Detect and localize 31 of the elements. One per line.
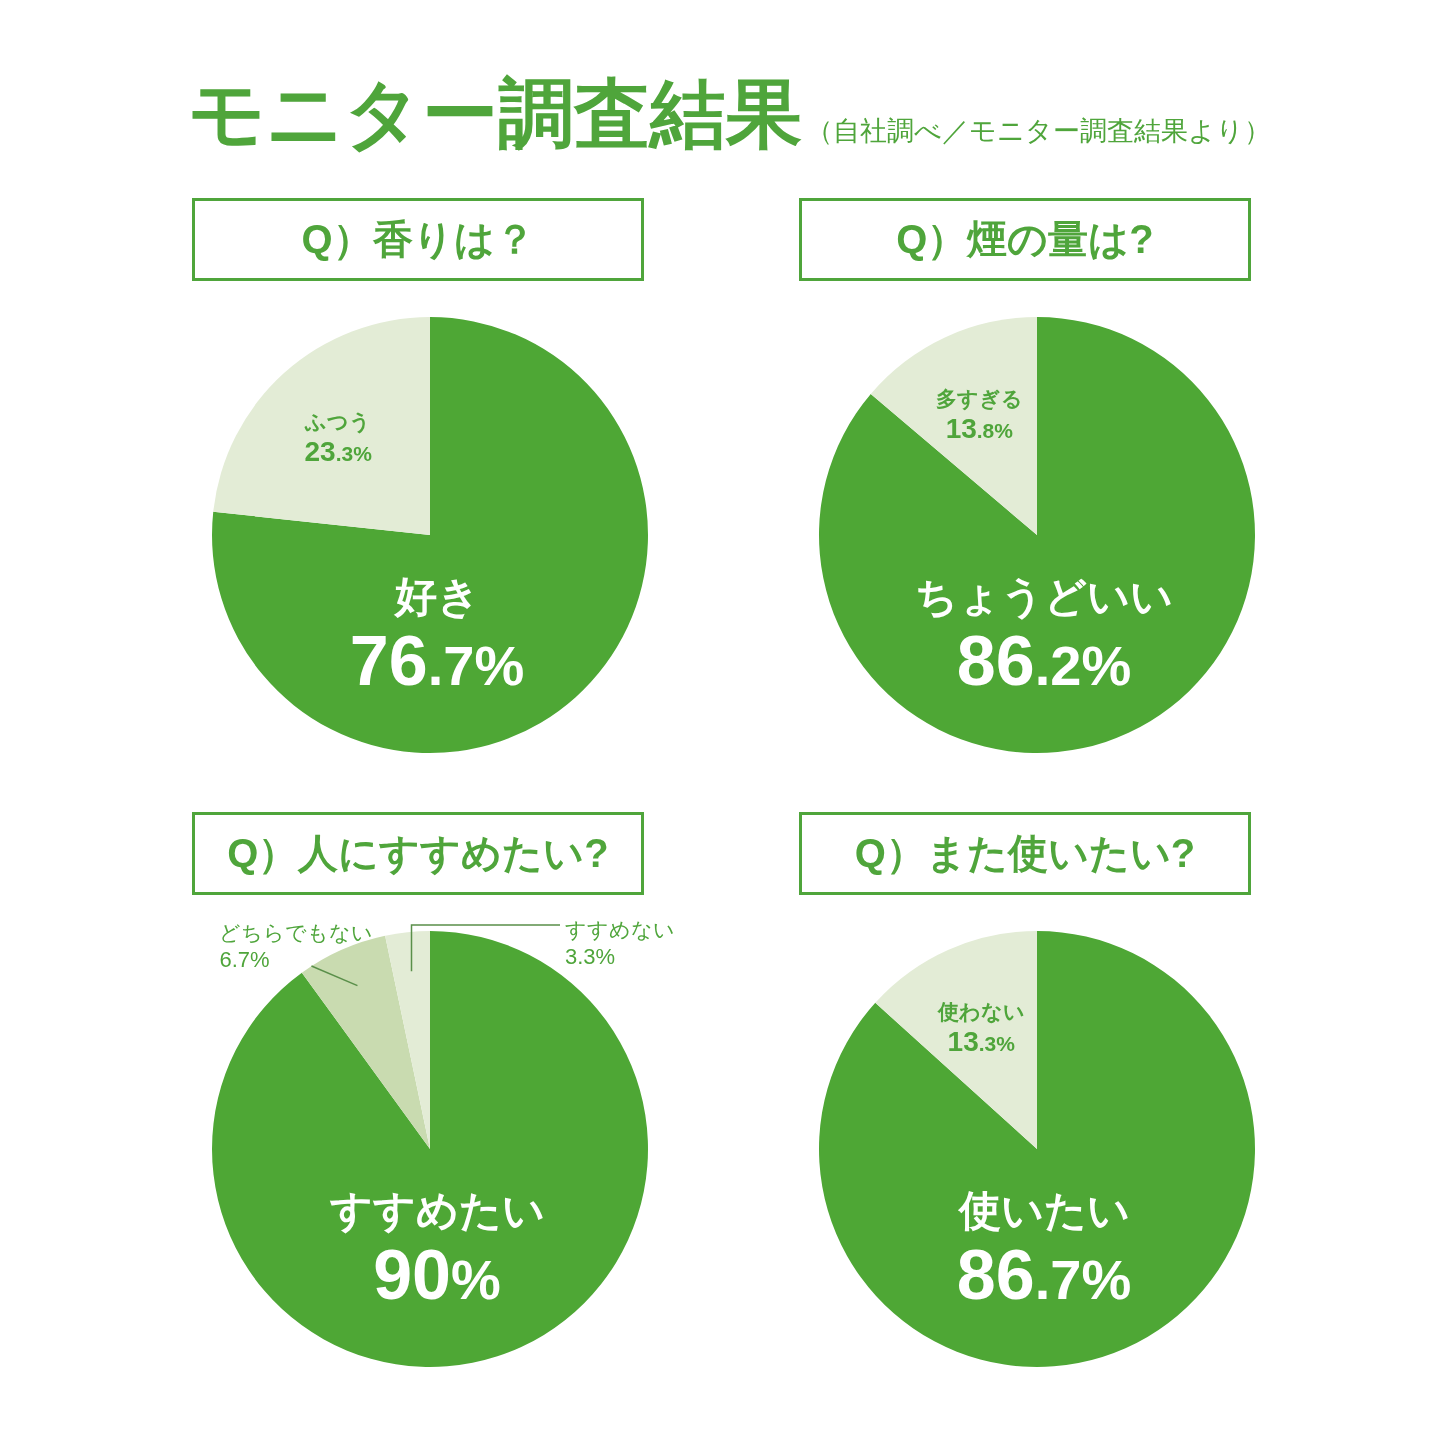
slice-label: どちらでもない <box>219 921 374 945</box>
pie-slice <box>870 317 1037 535</box>
data-label: 23.3% <box>304 435 373 467</box>
slice-label: ちょうどいい <box>915 573 1173 620</box>
pie-slice <box>819 317 1255 753</box>
chart-title: Q）煙の量は? <box>896 216 1154 263</box>
pie-slice <box>875 931 1037 1149</box>
slice-label: 使いたい <box>956 1187 1130 1234</box>
text: モニター調査結果 <box>188 71 802 158</box>
data-label: 86.2% <box>956 622 1132 700</box>
data-label: 3.3% <box>565 944 616 969</box>
pie-slice <box>385 931 430 1149</box>
data-label: 90% <box>373 1236 501 1314</box>
chart-title: Q）また使いたい? <box>854 830 1196 877</box>
data-label: 6.7% <box>219 947 270 973</box>
slice-label: 好き <box>392 573 480 620</box>
pie-slice <box>212 317 648 753</box>
text: （自社調べ／モニター調査結果より） <box>806 115 1271 148</box>
chart-title: Q）人にすすめたい? <box>227 830 609 877</box>
slice-label: ふつう <box>304 409 372 434</box>
slice-label: 使わない <box>936 1000 1025 1025</box>
slice-label: 多すぎる <box>935 387 1023 412</box>
data-label: 76.7% <box>349 622 525 700</box>
slice-label: すすめない <box>565 918 675 941</box>
data-label: 86.7% <box>956 1236 1132 1314</box>
data-label: 13.8% <box>945 413 1014 445</box>
slice-label: すすめたい <box>328 1187 545 1234</box>
chart-title: Q）香りは？ <box>301 216 535 263</box>
data-label: 13.3% <box>947 1026 1016 1058</box>
pie-slice <box>213 317 430 535</box>
pie-slice <box>819 931 1255 1367</box>
